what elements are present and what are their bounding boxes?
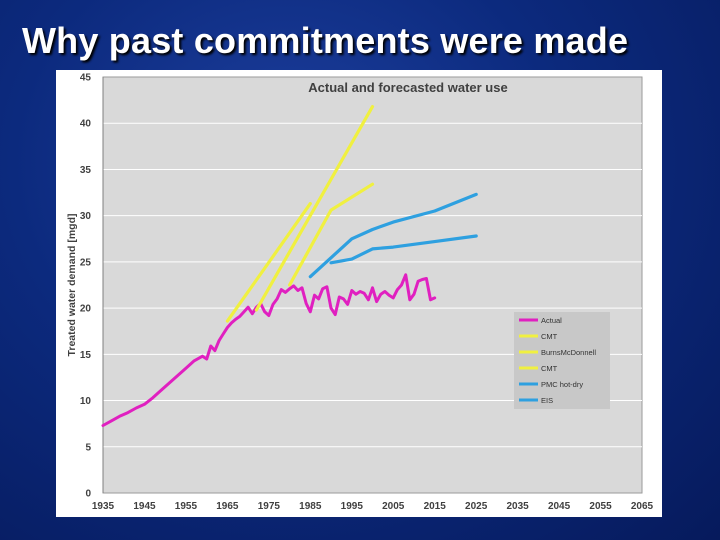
series-line-pmc-hot-dry-4 — [308, 192, 478, 279]
x-tick-label: 1965 — [216, 501, 239, 512]
y-tick-label: 20 — [80, 304, 92, 315]
x-tick-label: 2045 — [548, 501, 571, 512]
y-tick-label: 10 — [80, 396, 92, 407]
y-tick-label: 15 — [80, 350, 92, 361]
series-line-cmt-3 — [288, 182, 375, 287]
y-tick-label: 35 — [80, 165, 92, 176]
series-line-actual-0 — [101, 273, 437, 427]
x-tick-label: 1955 — [175, 501, 198, 512]
legend-box — [514, 312, 610, 409]
y-tick-label: 45 — [80, 73, 92, 84]
x-tick-label: 2065 — [631, 501, 654, 512]
x-tick-label: 2035 — [506, 501, 529, 512]
y-tick-label: 0 — [85, 489, 91, 500]
slide-title: Why past commitments were made — [22, 20, 629, 61]
plot-area — [102, 76, 643, 494]
x-tick-label: 2055 — [589, 501, 612, 512]
series-line-burnsmcdonnell-2 — [254, 104, 375, 312]
series-line-cmt-1 — [225, 202, 312, 323]
chart-frame: 0 5 10 15 20 25 30 35 40 45 1935 1945 1955 1965 1975 19… — [56, 70, 662, 517]
legend-label-2: BurnsMcDonnell — [541, 348, 596, 357]
y-tick-label: 5 — [85, 442, 91, 453]
x-tick-label: 1975 — [258, 501, 281, 512]
legend-label-3: CMT — [541, 364, 558, 373]
chart-title: Actual and forecasted water use — [308, 80, 507, 95]
y-tick-label: 40 — [80, 119, 92, 130]
x-tick-label: 2005 — [382, 501, 405, 512]
y-tick-label: 30 — [80, 211, 92, 222]
x-tick-label: 1935 — [92, 501, 115, 512]
legend-label-1: CMT — [541, 332, 558, 341]
series-line-eis-5 — [329, 234, 478, 265]
legend-label-5: EIS — [541, 396, 553, 405]
legend-label-0: Actual — [541, 316, 562, 325]
x-tick-label: 2015 — [424, 501, 447, 512]
y-axis-label: Treated water demand [mgd] — [66, 214, 78, 357]
x-tick-label: 1995 — [341, 501, 364, 512]
x-tick-label: 2025 — [465, 501, 488, 512]
y-tick-label: 25 — [80, 257, 92, 268]
legend-label-4: PMC hot-dry — [541, 380, 583, 389]
x-tick-label: 1985 — [299, 501, 322, 512]
x-tick-label: 1945 — [133, 501, 156, 512]
